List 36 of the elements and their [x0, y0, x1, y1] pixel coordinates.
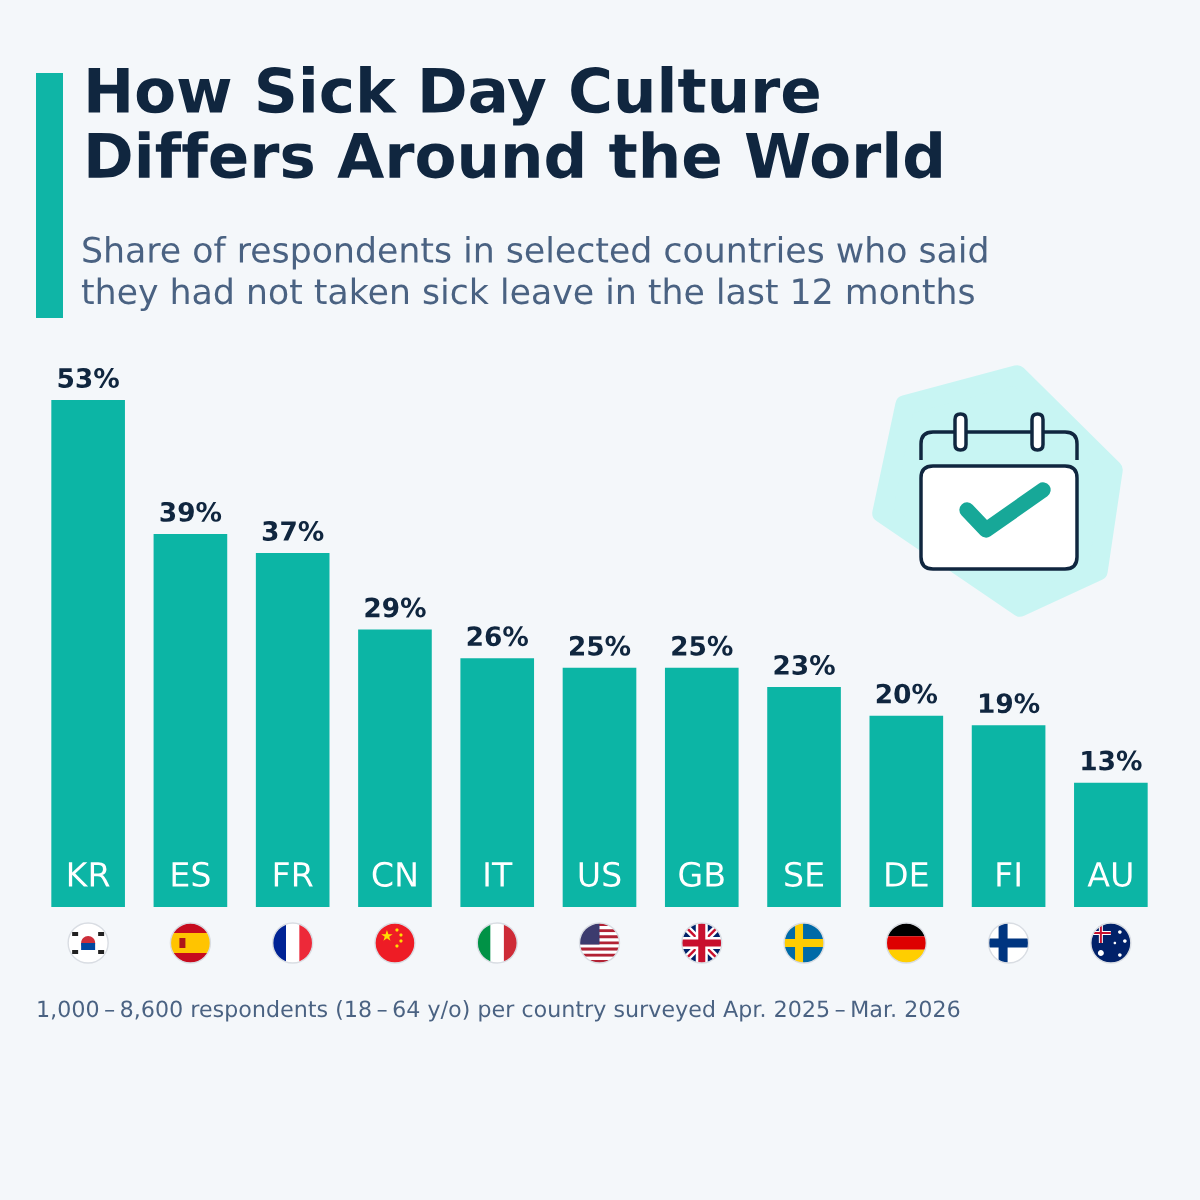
data-label: 53%	[58, 367, 119, 388]
bar	[1074, 782, 1148, 907]
data-label: 25%	[672, 635, 733, 656]
chart-subtitle: Share of respondents in selected countries who said they had not taken sick leave in the last 12 months	[81, 236, 987, 312]
x-tick-label: SE	[785, 861, 824, 887]
bar	[869, 715, 944, 907]
chart-title: How Sick Day Culture Differs Around the World	[88, 66, 941, 179]
bar	[971, 725, 1046, 907]
bar	[460, 658, 535, 907]
x-tick-label: CN	[372, 861, 416, 887]
x-tick-label: US	[579, 861, 621, 887]
data-label: 13%	[1082, 750, 1142, 771]
bar	[153, 533, 228, 907]
bar	[767, 686, 841, 907]
text: 1,000 – 8,600 respondents (18 – 64 y/o) per country surveyed Apr. 2025 – Mar. 2026	[38, 1000, 960, 1022]
data-label: 39%	[160, 501, 222, 522]
bar	[358, 629, 432, 907]
x-tick-label: ES	[172, 861, 210, 887]
data-label: 37%	[262, 521, 324, 541]
x-tick-label: GB	[679, 861, 724, 887]
x-tick-label: FI	[997, 862, 1020, 887]
data-label: 23%	[774, 654, 835, 675]
data-label: 19%	[979, 693, 1040, 714]
x-tick-label: KR	[68, 862, 110, 887]
x-tick-label: IT	[485, 862, 513, 887]
bar	[255, 553, 330, 907]
data-label: 25%	[570, 635, 631, 656]
bar	[562, 667, 637, 907]
bar	[51, 400, 125, 907]
bar	[664, 667, 739, 907]
x-tick-label: DE	[886, 862, 928, 887]
x-tick-label: FR	[274, 862, 313, 887]
data-label: 20%	[876, 683, 938, 704]
x-tick-label: AU	[1087, 862, 1132, 887]
data-label: 26%	[467, 626, 528, 647]
data-label: 29%	[365, 597, 426, 618]
